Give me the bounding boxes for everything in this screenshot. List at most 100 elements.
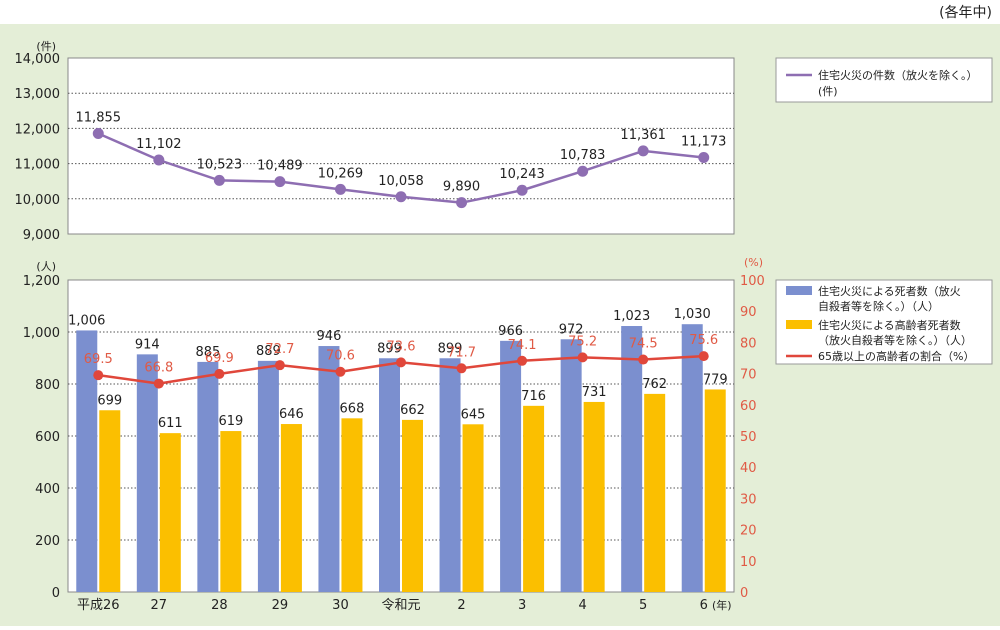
bottom-right-tick-label: 50 bbox=[740, 430, 757, 445]
x-category-label: 3 bbox=[518, 598, 526, 613]
top-data-label: 11,361 bbox=[620, 128, 666, 143]
bar-deaths-label: 1,006 bbox=[68, 313, 105, 328]
ratio-label: 74.5 bbox=[629, 337, 658, 352]
ratio-label: 75.2 bbox=[568, 334, 597, 349]
bar-elderly-deaths bbox=[644, 393, 666, 592]
bar-deaths bbox=[257, 360, 279, 592]
bottom-right-axis-unit: (%) bbox=[744, 256, 763, 269]
ratio-label: 72.7 bbox=[265, 342, 294, 357]
legend-label-deaths-2: 自殺者等を除く。）（人） bbox=[818, 299, 939, 313]
bar-elderly-label: 762 bbox=[642, 377, 667, 392]
ratio-label: 73.6 bbox=[387, 339, 416, 354]
top-data-label: 10,783 bbox=[560, 148, 606, 163]
bar-deaths bbox=[560, 339, 582, 592]
top-data-point bbox=[274, 176, 286, 188]
bar-elderly-deaths bbox=[220, 431, 242, 592]
ratio-label: 75.6 bbox=[689, 333, 718, 348]
top-data-label: 10,058 bbox=[378, 174, 424, 189]
bar-deaths-label: 914 bbox=[135, 337, 160, 352]
ratio-label: 70.6 bbox=[326, 349, 355, 364]
top-data-point bbox=[516, 184, 528, 196]
top-y-tick-label: 12,000 bbox=[15, 122, 61, 137]
bar-deaths-label: 972 bbox=[559, 322, 584, 337]
ratio-point bbox=[274, 360, 285, 371]
x-category-label: 2 bbox=[457, 598, 465, 613]
top-data-label: 11,173 bbox=[681, 135, 727, 150]
top-data-point bbox=[153, 154, 165, 166]
legend-label-deaths-1: 住宅火災による死者数（放火 bbox=[818, 284, 961, 298]
bar-deaths bbox=[621, 326, 643, 592]
bar-elderly-deaths bbox=[99, 410, 121, 592]
top-data-label: 10,523 bbox=[197, 157, 243, 172]
top-data-point bbox=[92, 128, 104, 140]
top-y-tick-label: 14,000 bbox=[15, 52, 61, 67]
ratio-point bbox=[153, 378, 164, 389]
bar-elderly-deaths bbox=[583, 401, 605, 592]
bar-elderly-label: 699 bbox=[97, 393, 122, 408]
top-y-tick-label: 9,000 bbox=[23, 228, 60, 243]
ratio-point bbox=[517, 355, 528, 366]
top-data-label: 11,102 bbox=[136, 137, 182, 152]
bar-deaths-label: 889 bbox=[256, 344, 281, 359]
bar-elderly-label: 668 bbox=[340, 401, 365, 416]
bar-elderly-label: 619 bbox=[218, 414, 243, 429]
bottom-left-tick-label: 200 bbox=[35, 534, 60, 549]
bar-deaths bbox=[76, 330, 98, 592]
bar-deaths-label: 1,030 bbox=[674, 307, 711, 322]
top-data-point bbox=[577, 165, 589, 177]
top-data-point bbox=[698, 152, 710, 164]
x-category-label: 30 bbox=[332, 598, 349, 613]
x-category-label: 6 bbox=[700, 598, 708, 613]
top-data-label: 10,489 bbox=[257, 159, 303, 174]
top-data-point bbox=[395, 191, 407, 203]
bottom-left-tick-label: 600 bbox=[35, 430, 60, 445]
legend-label-elderly-1: 住宅火災による高齢者死者数 bbox=[818, 318, 961, 332]
ratio-label: 66.8 bbox=[144, 361, 173, 376]
top-y-tick-label: 13,000 bbox=[15, 87, 61, 102]
bar-deaths bbox=[318, 346, 340, 592]
top-legend-label: 住宅火災の件数（放火を除く。） bbox=[818, 68, 978, 82]
bottom-left-tick-label: 400 bbox=[35, 482, 60, 497]
top-legend-unit: (件) bbox=[818, 85, 838, 98]
ratio-point bbox=[335, 366, 346, 377]
ratio-label: 69.9 bbox=[205, 351, 234, 366]
top-y-tick-label: 10,000 bbox=[15, 193, 61, 208]
bar-elderly-label: 779 bbox=[703, 372, 728, 387]
top-plot-area bbox=[67, 57, 735, 235]
top-legend-box bbox=[775, 57, 993, 103]
bottom-left-tick-label: 800 bbox=[35, 378, 60, 393]
bar-elderly-deaths bbox=[159, 433, 181, 592]
bar-deaths-label: 899 bbox=[377, 341, 402, 356]
ratio-point bbox=[93, 370, 104, 381]
bottom-right-tick-label: 60 bbox=[740, 399, 757, 414]
legend-label-elderly-2: （放火自殺者等を除く。）（人） bbox=[818, 333, 972, 347]
bottom-right-tick-label: 10 bbox=[740, 555, 757, 570]
bar-deaths bbox=[500, 340, 522, 592]
legend-label-ratio: 65歳以上の高齢者の割合（%） bbox=[818, 349, 974, 363]
ratio-label: 71.7 bbox=[447, 345, 476, 360]
top-data-point bbox=[213, 174, 225, 186]
ratio-point bbox=[577, 352, 588, 363]
bottom-right-tick-label: 90 bbox=[740, 305, 757, 320]
bar-elderly-deaths bbox=[462, 424, 484, 592]
top-data-label: 11,855 bbox=[76, 111, 122, 126]
top-y-tick-label: 11,000 bbox=[15, 158, 61, 173]
bar-deaths bbox=[197, 361, 219, 592]
x-category-label: 令和元 bbox=[381, 598, 420, 613]
bar-elderly-label: 662 bbox=[400, 403, 425, 418]
x-category-label: 5 bbox=[639, 598, 647, 613]
bar-deaths bbox=[439, 358, 461, 592]
bottom-right-tick-label: 0 bbox=[740, 586, 748, 601]
bar-deaths bbox=[681, 324, 703, 592]
legend-swatch-deaths bbox=[786, 286, 812, 295]
ratio-label: 74.1 bbox=[508, 338, 537, 353]
bar-elderly-deaths bbox=[280, 424, 302, 592]
x-category-label: 4 bbox=[578, 598, 586, 613]
ratio-point bbox=[396, 357, 406, 368]
bottom-right-tick-label: 80 bbox=[740, 336, 757, 351]
bar-deaths bbox=[136, 354, 158, 592]
x-category-label: 29 bbox=[272, 598, 289, 613]
bar-elderly-label: 716 bbox=[521, 389, 546, 404]
bar-deaths-label: 1,023 bbox=[613, 309, 650, 324]
